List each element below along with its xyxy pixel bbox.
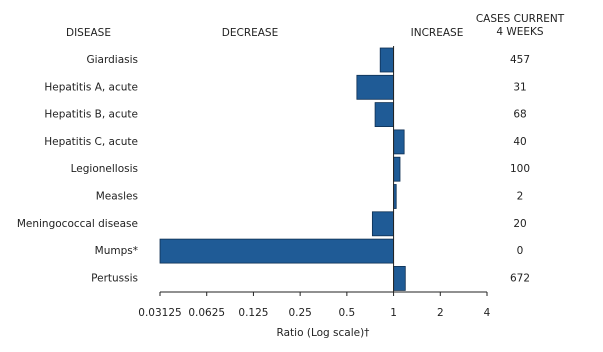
x-tick-label: 4 — [484, 307, 491, 319]
cases-value: 31 — [513, 81, 526, 93]
bar — [393, 156, 401, 182]
bar — [393, 265, 406, 291]
cases-value: 0 — [517, 245, 524, 257]
bar — [393, 129, 405, 155]
category-label: Pertussis — [91, 272, 138, 284]
cases-value: 20 — [513, 218, 526, 230]
category-label: Hepatitis C, acute — [44, 136, 138, 148]
bar — [371, 211, 394, 237]
x-tick-label: 0.0625 — [188, 307, 225, 319]
category-label: Legionellosis — [71, 163, 138, 175]
cases-value: 672 — [510, 272, 530, 284]
category-label: Hepatitis B, acute — [44, 109, 138, 121]
category-label: Mumps* — [95, 245, 138, 257]
cases-header: CASES CURRENT — [476, 13, 565, 25]
decrease-label: DECREASE — [222, 27, 278, 39]
x-tick-label: 2 — [437, 307, 444, 319]
category-header: DISEASE — [66, 27, 111, 39]
x-tick-label: 0.03125 — [138, 307, 181, 319]
bar — [356, 74, 394, 100]
cases-value: 40 — [513, 136, 526, 148]
category-label: Measles — [96, 191, 138, 203]
category-label: Meningococcal disease — [17, 218, 138, 230]
cases-value: 457 — [510, 54, 530, 66]
x-tick-label: 1 — [390, 307, 397, 319]
cases-value: 68 — [513, 109, 526, 121]
x-tick-label: 0.25 — [288, 307, 311, 319]
x-axis-label: Ratio (Log scale)† — [277, 327, 370, 339]
x-tick-label: 0.125 — [238, 307, 268, 319]
bar — [379, 47, 394, 73]
cases-value: 2 — [517, 191, 524, 203]
cases-value: 100 — [510, 163, 530, 175]
category-label: Hepatitis A, acute — [44, 81, 138, 93]
category-label: Giardiasis — [87, 54, 139, 66]
bar — [159, 238, 394, 264]
x-tick-label: 0.5 — [339, 307, 356, 319]
cases-header: 4 WEEKS — [496, 26, 544, 38]
bar — [374, 102, 394, 127]
increase-label: INCREASE — [411, 27, 464, 39]
